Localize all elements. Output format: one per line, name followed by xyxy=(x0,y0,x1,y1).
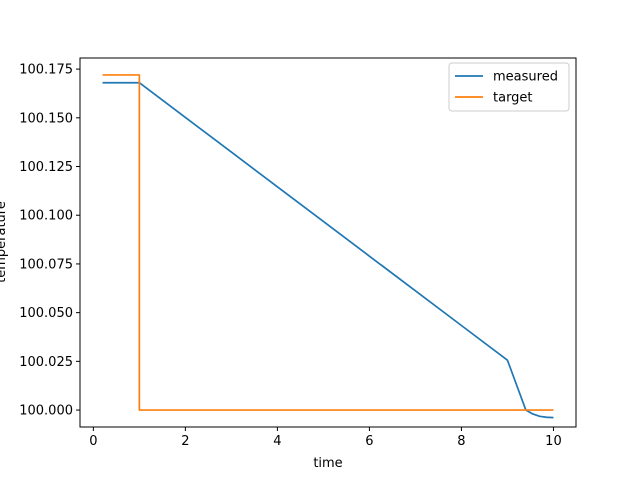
y-tick-label: 100.175 xyxy=(19,63,73,78)
series-line-target xyxy=(102,74,554,411)
y-axis-label: temperature xyxy=(0,201,9,283)
x-tick-label: 6 xyxy=(365,434,373,449)
plot-area xyxy=(80,58,576,427)
legend-label-target: target xyxy=(493,91,533,106)
x-tick-label: 10 xyxy=(545,434,562,449)
x-tick-label: 2 xyxy=(181,434,189,449)
legend: measured target xyxy=(448,62,570,112)
y-tick-label: 100.050 xyxy=(19,306,73,321)
legend-box xyxy=(448,62,570,112)
series-line-measured xyxy=(102,81,554,419)
x-axis-label: time xyxy=(313,456,342,471)
y-tick-label: 100.100 xyxy=(19,209,73,224)
series-layer xyxy=(102,74,554,419)
axes-layer: 0 2 4 6 8 10 100.000 100.025 100.050 100.075 100.1… xyxy=(19,63,561,449)
y-tick-label: 100.000 xyxy=(19,404,73,419)
plot-frame xyxy=(79,57,577,428)
x-tick-label: 0 xyxy=(89,434,97,449)
y-tick-label: 100.125 xyxy=(19,160,73,175)
x-tick-label: 8 xyxy=(457,434,465,449)
y-tick-label: 100.075 xyxy=(19,257,73,272)
y-tick-label: 100.025 xyxy=(19,355,73,370)
x-tick-label: 4 xyxy=(273,434,281,449)
legend-label-measured: measured xyxy=(493,70,558,85)
y-tick-label: 100.150 xyxy=(19,111,73,126)
